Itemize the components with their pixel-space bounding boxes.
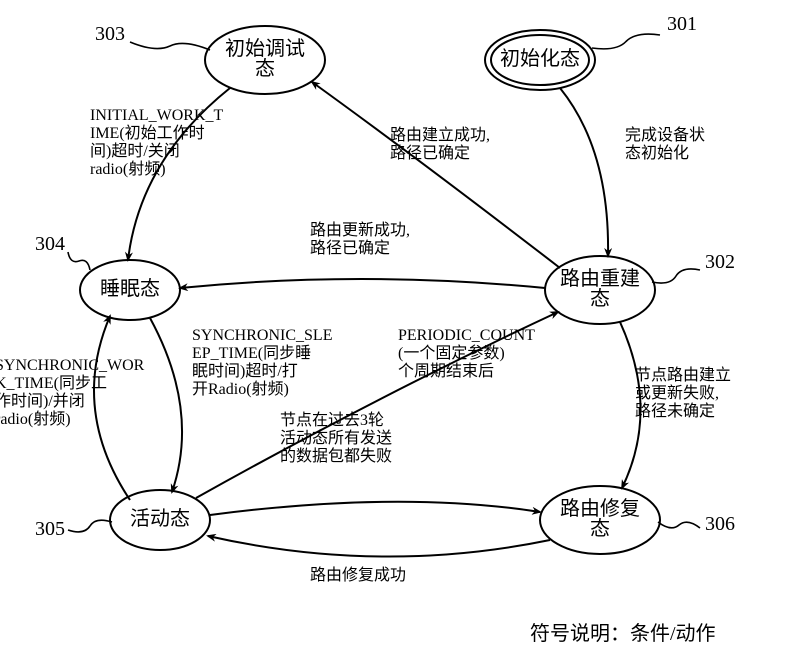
state-node-label: 路由重建态	[560, 267, 640, 310]
ref-label-302: 302	[652, 251, 735, 283]
edge-repair_to_active: 路由修复成功	[208, 536, 550, 584]
state-node-sleep: 睡眠态	[80, 260, 180, 320]
state-diagram: 完成设备状态初始化 路由建立成功,路径已确定 INITIAL_WORK_TIME(初…	[0, 0, 800, 668]
ref-label-301: 301	[592, 13, 697, 49]
edge-label: 节点路由建立或更新失败,路径未确定	[635, 366, 731, 420]
edge-debug_to_sleep: INITIAL_WORK_TIME(初始工作时间)超时/关闭radio(射频)	[90, 88, 230, 260]
state-node-debug: 初始调试态	[205, 26, 325, 94]
state-node-rebuild: 路由重建态	[545, 256, 655, 324]
state-node-label: 初始化态	[500, 47, 580, 70]
state-node-label: 活动态	[130, 507, 190, 530]
edge-label: 路由修复成功	[310, 566, 406, 584]
ref-label-306: 306	[658, 513, 735, 535]
state-node-label: 睡眠态	[100, 277, 160, 300]
ref-label-text: 306	[705, 513, 735, 535]
ref-label-text: 303	[95, 23, 125, 45]
edge-rebuild_to_sleep: 路由更新成功,路径已确定	[180, 221, 545, 288]
edge-rebuild_to_repair: 节点路由建立或更新失败,路径未确定	[620, 322, 731, 488]
state-node-label: 初始调试态	[225, 37, 305, 80]
ref-label-text: 304	[35, 233, 65, 255]
ref-label-text: 302	[705, 251, 735, 273]
legend-text: 符号说明：条件/动作	[530, 622, 716, 645]
ref-label-304: 304	[35, 233, 90, 270]
edge-label: 完成设备状态初始化	[625, 126, 705, 162]
state-node-label: 路由修复态	[560, 497, 640, 540]
ref-label-303: 303	[95, 23, 210, 50]
ref-label-text: 301	[667, 13, 697, 35]
state-node-active: 活动态	[110, 490, 210, 550]
ref-label-text: 305	[35, 518, 65, 540]
edge-label: 路由更新成功,路径已确定	[310, 221, 410, 257]
edge-label: 节点在过去3轮活动态所有发送的数据包都失败	[280, 411, 392, 465]
edge-label: SYNCHRONIC_WORK_TIME(同步工作时间)/并闭radio(射频)	[0, 357, 145, 428]
ref-label-305: 305	[35, 518, 112, 540]
edge-sleep_to_active: SYNCHRONIC_SLEEP_TIME(同步睡眠时间)超时/打开Radio(…	[150, 318, 332, 492]
edge-init_to_rebuild: 完成设备状态初始化	[560, 88, 705, 256]
edge-active_to_sleep: SYNCHRONIC_WORK_TIME(同步工作时间)/并闭radio(射频)	[0, 316, 145, 500]
edge-label: 路由建立成功,路径已确定	[390, 126, 490, 162]
edge-label: SYNCHRONIC_SLEEP_TIME(同步睡眠时间)超时/打开Radio(…	[192, 327, 332, 398]
edge-label: INITIAL_WORK_TIME(初始工作时间)超时/关闭radio(射频)	[90, 107, 224, 178]
state-node-repair: 路由修复态	[540, 486, 660, 554]
state-node-init: 初始化态	[485, 30, 595, 90]
edge-label: PERIODIC_COUNT(一个固定参数)个周期结束后	[398, 327, 535, 380]
